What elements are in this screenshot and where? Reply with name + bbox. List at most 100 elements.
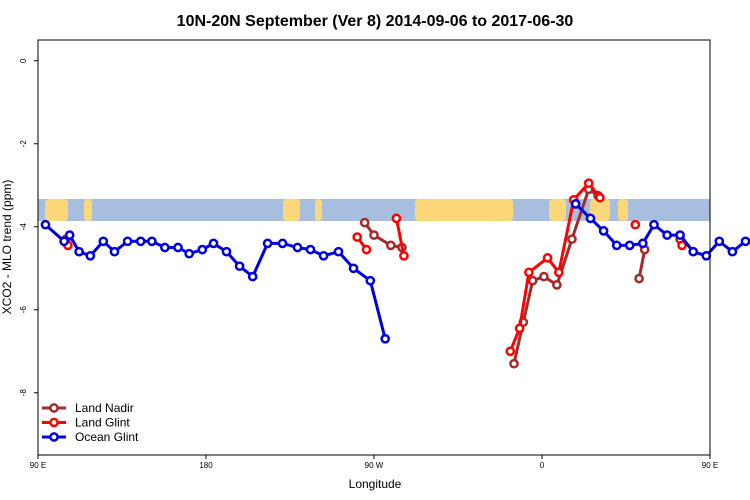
data-point: [585, 213, 596, 224]
series-line: [637, 249, 647, 279]
data-point: [221, 246, 232, 257]
data-point: [539, 271, 549, 282]
data-point: [147, 236, 157, 247]
data-point: [509, 358, 519, 369]
data-point: [637, 238, 648, 249]
data-point: [361, 244, 372, 255]
data-point: [677, 240, 687, 251]
data-point: [598, 226, 609, 236]
data-point: [542, 253, 553, 263]
data-point: [40, 219, 51, 230]
x-tick-label: 0: [540, 461, 545, 470]
data-point: [524, 267, 534, 278]
data-point: [649, 219, 659, 230]
data-point: [64, 230, 75, 240]
data-point: [611, 240, 622, 251]
data-point: [197, 244, 208, 255]
y-tick-label: -8: [19, 389, 28, 397]
legend-swatch-marker: [49, 432, 59, 442]
data-point: [570, 199, 581, 209]
data-point: [527, 275, 538, 286]
series-line: [512, 187, 599, 365]
data-point: [305, 244, 316, 255]
data-point: [595, 192, 605, 203]
data-point: [662, 230, 672, 240]
x-tick-label: 90 E: [30, 461, 46, 470]
data-point: [74, 246, 84, 257]
legend-label: Land Nadir: [75, 401, 134, 415]
y-tick-label: -2: [19, 140, 28, 148]
data-point: [98, 236, 109, 247]
data-point: [701, 250, 712, 261]
data-point: [688, 246, 699, 257]
x-tick-label: 180: [199, 461, 213, 470]
y-tick-label: 0: [19, 58, 28, 63]
series-layer: [40, 178, 750, 369]
data-point: [184, 248, 195, 259]
data-point: [514, 323, 525, 334]
data-point: [505, 346, 516, 357]
legend-swatch-marker: [49, 417, 59, 428]
data-point: [714, 236, 725, 247]
data-point: [675, 230, 685, 240]
map-band-land-3: [315, 199, 322, 221]
data-point: [262, 238, 273, 249]
legend-label: Land Glint: [75, 416, 130, 430]
data-point: [727, 246, 738, 257]
data-point: [634, 273, 644, 284]
map-band-land-1: [84, 199, 92, 221]
data-point: [208, 238, 219, 249]
data-point: [740, 236, 750, 247]
legend-item: Land Glint: [42, 416, 130, 430]
map-band-land-6: [590, 199, 610, 221]
data-point: [234, 261, 245, 272]
series-line: [394, 218, 406, 257]
data-point: [277, 238, 288, 249]
data-point: [552, 280, 562, 290]
data-point: [292, 242, 303, 253]
map-band-ocean: [38, 199, 710, 221]
data-point: [318, 250, 329, 261]
map-band-land-0: [45, 199, 68, 221]
map-band-land-4: [415, 199, 513, 221]
series-land-glint: [63, 178, 687, 357]
y-axis-title: XCO2 - MLO trend (ppm): [0, 180, 14, 315]
legend-swatch-marker: [49, 403, 59, 413]
data-point: [630, 219, 641, 230]
data-point: [385, 240, 396, 251]
x-tick-label: 90 E: [702, 461, 718, 470]
plot-frame: [37, 39, 711, 456]
data-point: [85, 250, 96, 261]
series-line: [363, 221, 403, 249]
data-point: [160, 242, 170, 253]
map-band-land-5: [549, 199, 566, 221]
data-point: [109, 246, 120, 257]
data-point: [369, 230, 379, 240]
data-point: [135, 236, 146, 247]
data-point: [583, 178, 594, 189]
data-point: [247, 271, 258, 282]
data-point: [553, 267, 564, 278]
data-point: [391, 213, 402, 224]
data-point: [59, 236, 69, 247]
y-tick-label: -6: [19, 306, 28, 314]
data-point: [399, 250, 409, 261]
legend-item: Ocean Glint: [42, 430, 139, 444]
x-axis-title: Longitude: [349, 477, 402, 491]
data-point: [352, 232, 363, 242]
map-band-land-2: [283, 199, 300, 221]
data-point: [365, 275, 376, 286]
y-tick-label: -4: [19, 223, 28, 231]
data-point: [624, 240, 635, 251]
series-ocean-glint: [40, 199, 750, 344]
tick-layer: 90 E 180 90 W 0 90 E 0 -2 -4 -6 -8: [19, 58, 718, 470]
legend-item: Land Nadir: [42, 401, 134, 415]
map-band-land-7: [618, 199, 628, 221]
data-point: [380, 333, 391, 344]
data-point: [359, 217, 370, 228]
data-point: [333, 246, 344, 257]
chart-title: 10N-20N September (Ver 8) 2014-09-06 to …: [177, 13, 574, 30]
x-tick-label: 90 W: [365, 461, 384, 470]
